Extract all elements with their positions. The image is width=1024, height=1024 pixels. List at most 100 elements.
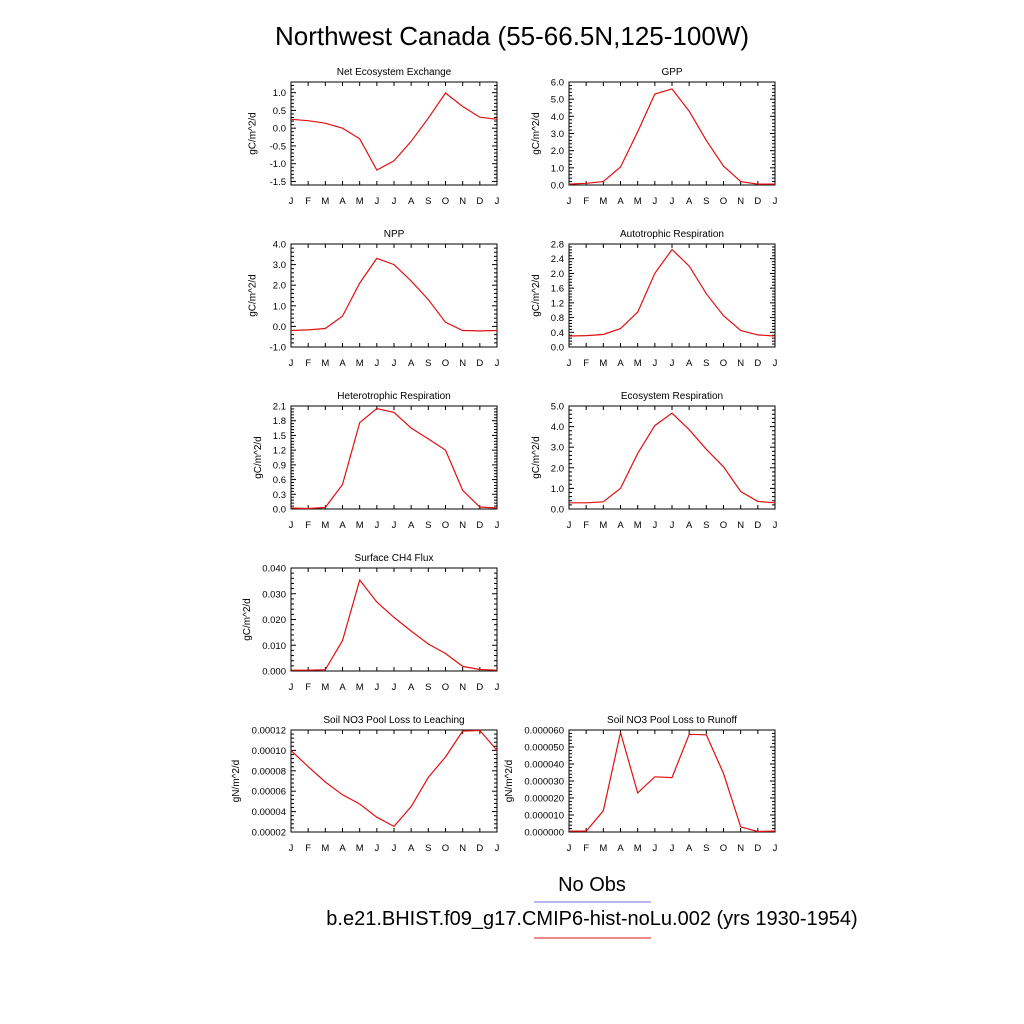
x-tick-label: J: [289, 520, 294, 531]
x-tick-label: N: [459, 358, 466, 369]
x-tick-label: S: [425, 358, 431, 369]
x-tick-label: J: [392, 843, 397, 854]
y-tick-label: 3.0: [551, 129, 564, 140]
x-tick-label: O: [720, 520, 727, 531]
y-tick-label: 0.6: [273, 475, 286, 486]
x-tick-label: M: [634, 520, 642, 531]
series-line: [290, 257, 498, 332]
panel-title: Ecosystem Respiration: [621, 391, 723, 402]
legend-label-model: b.e21.BHIST.f09_g17.CMIP6-hist-noLu.002 …: [326, 908, 857, 930]
x-tick-label: N: [737, 196, 744, 207]
x-tick-label: J: [773, 196, 778, 207]
x-tick-label: D: [476, 358, 483, 369]
x-tick-label: M: [321, 682, 329, 693]
y-tick-label: 1.2: [551, 298, 564, 309]
y-tick-label: 0.000010: [524, 811, 564, 822]
y-tick-label: 0.000000: [524, 828, 564, 839]
y-tick-label: -1.5: [270, 177, 286, 188]
x-tick-label: F: [305, 196, 311, 207]
x-tick-label: O: [442, 843, 449, 854]
x-tick-label: N: [459, 682, 466, 693]
x-tick-label: S: [425, 196, 431, 207]
x-tick-label: S: [425, 520, 431, 531]
x-tick-label: J: [567, 843, 572, 854]
x-tick-label: J: [773, 843, 778, 854]
y-axis-label: gC/m^2/d: [531, 436, 542, 479]
y-tick-label: 2.0: [551, 269, 564, 280]
y-axis-label: gC/m^2/d: [247, 274, 258, 317]
x-tick-label: J: [652, 196, 657, 207]
x-tick-label: J: [495, 358, 500, 369]
y-tick-label: 0.040: [262, 564, 286, 575]
x-tick-label: J: [495, 520, 500, 531]
y-tick-label: 0.0: [273, 124, 286, 135]
panel-title: Heterotrophic Respiration: [337, 391, 450, 402]
series-line: [569, 732, 776, 833]
x-tick-label: A: [339, 358, 346, 369]
x-tick-label: J: [567, 196, 572, 207]
y-tick-label: 5.0: [551, 402, 564, 413]
x-tick-label: J: [773, 358, 778, 369]
x-tick-label: F: [305, 682, 311, 693]
y-tick-label: 0.00004: [252, 807, 286, 818]
y-tick-label: 5.0: [551, 95, 564, 106]
y-tick-label: 0.0: [551, 505, 564, 516]
y-tick-label: 0.0: [273, 322, 286, 333]
y-tick-label: 2.4: [551, 254, 564, 265]
plot-frame: [568, 81, 776, 186]
series-line: [290, 729, 498, 828]
x-tick-label: S: [703, 358, 709, 369]
y-tick-label: 0.5: [273, 106, 286, 117]
y-tick-label: 1.5: [273, 431, 286, 442]
x-tick-label: A: [339, 843, 346, 854]
y-tick-label: 6.0: [551, 78, 564, 89]
x-tick-label: A: [617, 520, 624, 531]
x-tick-label: A: [339, 520, 346, 531]
x-tick-label: A: [339, 196, 346, 207]
x-tick-label: J: [289, 682, 294, 693]
x-tick-label: N: [459, 520, 466, 531]
x-tick-label: M: [356, 682, 364, 693]
x-tick-label: A: [686, 843, 693, 854]
x-tick-label: M: [599, 358, 607, 369]
y-tick-label: 0.4: [551, 328, 564, 339]
x-tick-label: J: [392, 682, 397, 693]
x-tick-label: A: [686, 520, 693, 531]
y-tick-label: 1.2: [273, 446, 286, 457]
y-tick-label: 1.0: [551, 484, 564, 495]
x-tick-label: M: [599, 196, 607, 207]
series-line: [291, 578, 498, 671]
x-tick-label: A: [408, 520, 415, 531]
x-tick-label: D: [476, 843, 483, 854]
panel-title: GPP: [661, 67, 682, 78]
y-tick-label: 2.0: [551, 463, 564, 474]
y-tick-label: 0.030: [262, 589, 286, 600]
x-tick-label: N: [737, 843, 744, 854]
legend-label-obs: No Obs: [558, 874, 626, 896]
y-axis-label: gN/m^2/d: [504, 760, 515, 803]
x-tick-label: J: [670, 196, 675, 207]
x-tick-label: J: [670, 520, 675, 531]
x-tick-label: O: [720, 196, 727, 207]
panel-title: Soil NO3 Pool Loss to Runoff: [607, 715, 737, 726]
x-tick-label: S: [703, 196, 709, 207]
panel-title: NPP: [384, 229, 405, 240]
y-tick-label: 0.00008: [252, 766, 286, 777]
y-tick-label: -1.0: [270, 159, 286, 170]
x-tick-label: J: [374, 682, 379, 693]
y-tick-label: 0.0: [273, 505, 286, 516]
y-axis-label: gC/m^2/d: [247, 112, 258, 155]
y-tick-label: 1.0: [273, 88, 286, 99]
x-tick-label: J: [374, 520, 379, 531]
x-tick-label: M: [634, 358, 642, 369]
x-tick-label: A: [408, 196, 415, 207]
plot-frame: [290, 81, 498, 186]
x-tick-label: J: [670, 843, 675, 854]
y-tick-label: -0.5: [270, 141, 286, 152]
x-tick-label: J: [567, 358, 572, 369]
x-tick-label: M: [356, 520, 364, 531]
x-tick-label: O: [442, 520, 449, 531]
y-tick-label: 2.0: [273, 281, 286, 292]
